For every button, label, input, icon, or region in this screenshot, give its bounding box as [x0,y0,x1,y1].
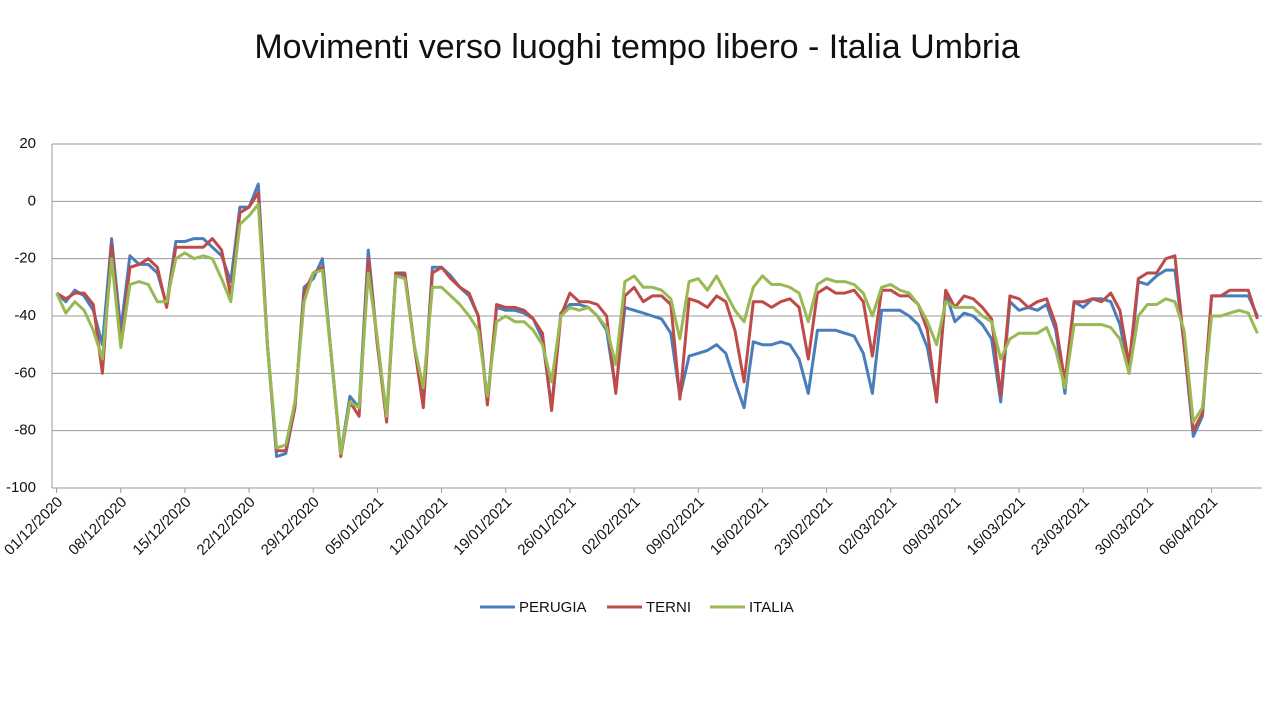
line-series [55,182,1259,458]
chart-title: Movimenti verso luoghi tempo libero - It… [254,28,1019,66]
x-tick-label: 15/12/2020 [129,494,194,559]
x-tick-label: 09/03/2021 [899,494,964,559]
x-tick-label: 16/03/2021 [964,494,1029,559]
y-tick-label: 0 [28,192,36,209]
x-tick-label: 23/02/2021 [771,494,836,559]
y-tick-label: 20 [19,135,36,152]
x-tick-label: 06/04/2021 [1156,494,1221,559]
x-tick-label: 02/03/2021 [835,494,900,559]
y-tick-label: -100 [6,479,36,496]
x-tick-label: 09/02/2021 [643,494,708,559]
x-tick-label: 01/12/2020 [1,494,66,559]
x-tick-label: 29/12/2020 [258,494,323,559]
x-tick-label: 16/02/2021 [707,494,772,559]
legend-label: ITALIA [749,599,794,616]
x-tick-label: 26/01/2021 [514,494,579,559]
legend-label: TERNI [646,599,691,616]
x-tick-label: 22/12/2020 [194,494,259,559]
legend-label: PERUGIA [519,599,587,616]
x-tick-label: 05/01/2021 [322,494,387,559]
x-tick-label: 30/03/2021 [1092,494,1157,559]
x-tick-label: 19/01/2021 [450,494,515,559]
x-tick-label: 12/01/2021 [386,494,451,559]
x-tick-label: 23/03/2021 [1028,494,1093,559]
line-series [55,202,1259,456]
line-series [55,191,1259,458]
y-tick-label: -40 [14,307,36,324]
y-tick-label: -60 [14,364,36,381]
y-tick-label: -20 [14,250,36,267]
x-tick-label: 08/12/2020 [65,494,130,559]
y-tick-label: -80 [14,422,36,439]
x-tick-label: 02/02/2021 [579,494,644,559]
